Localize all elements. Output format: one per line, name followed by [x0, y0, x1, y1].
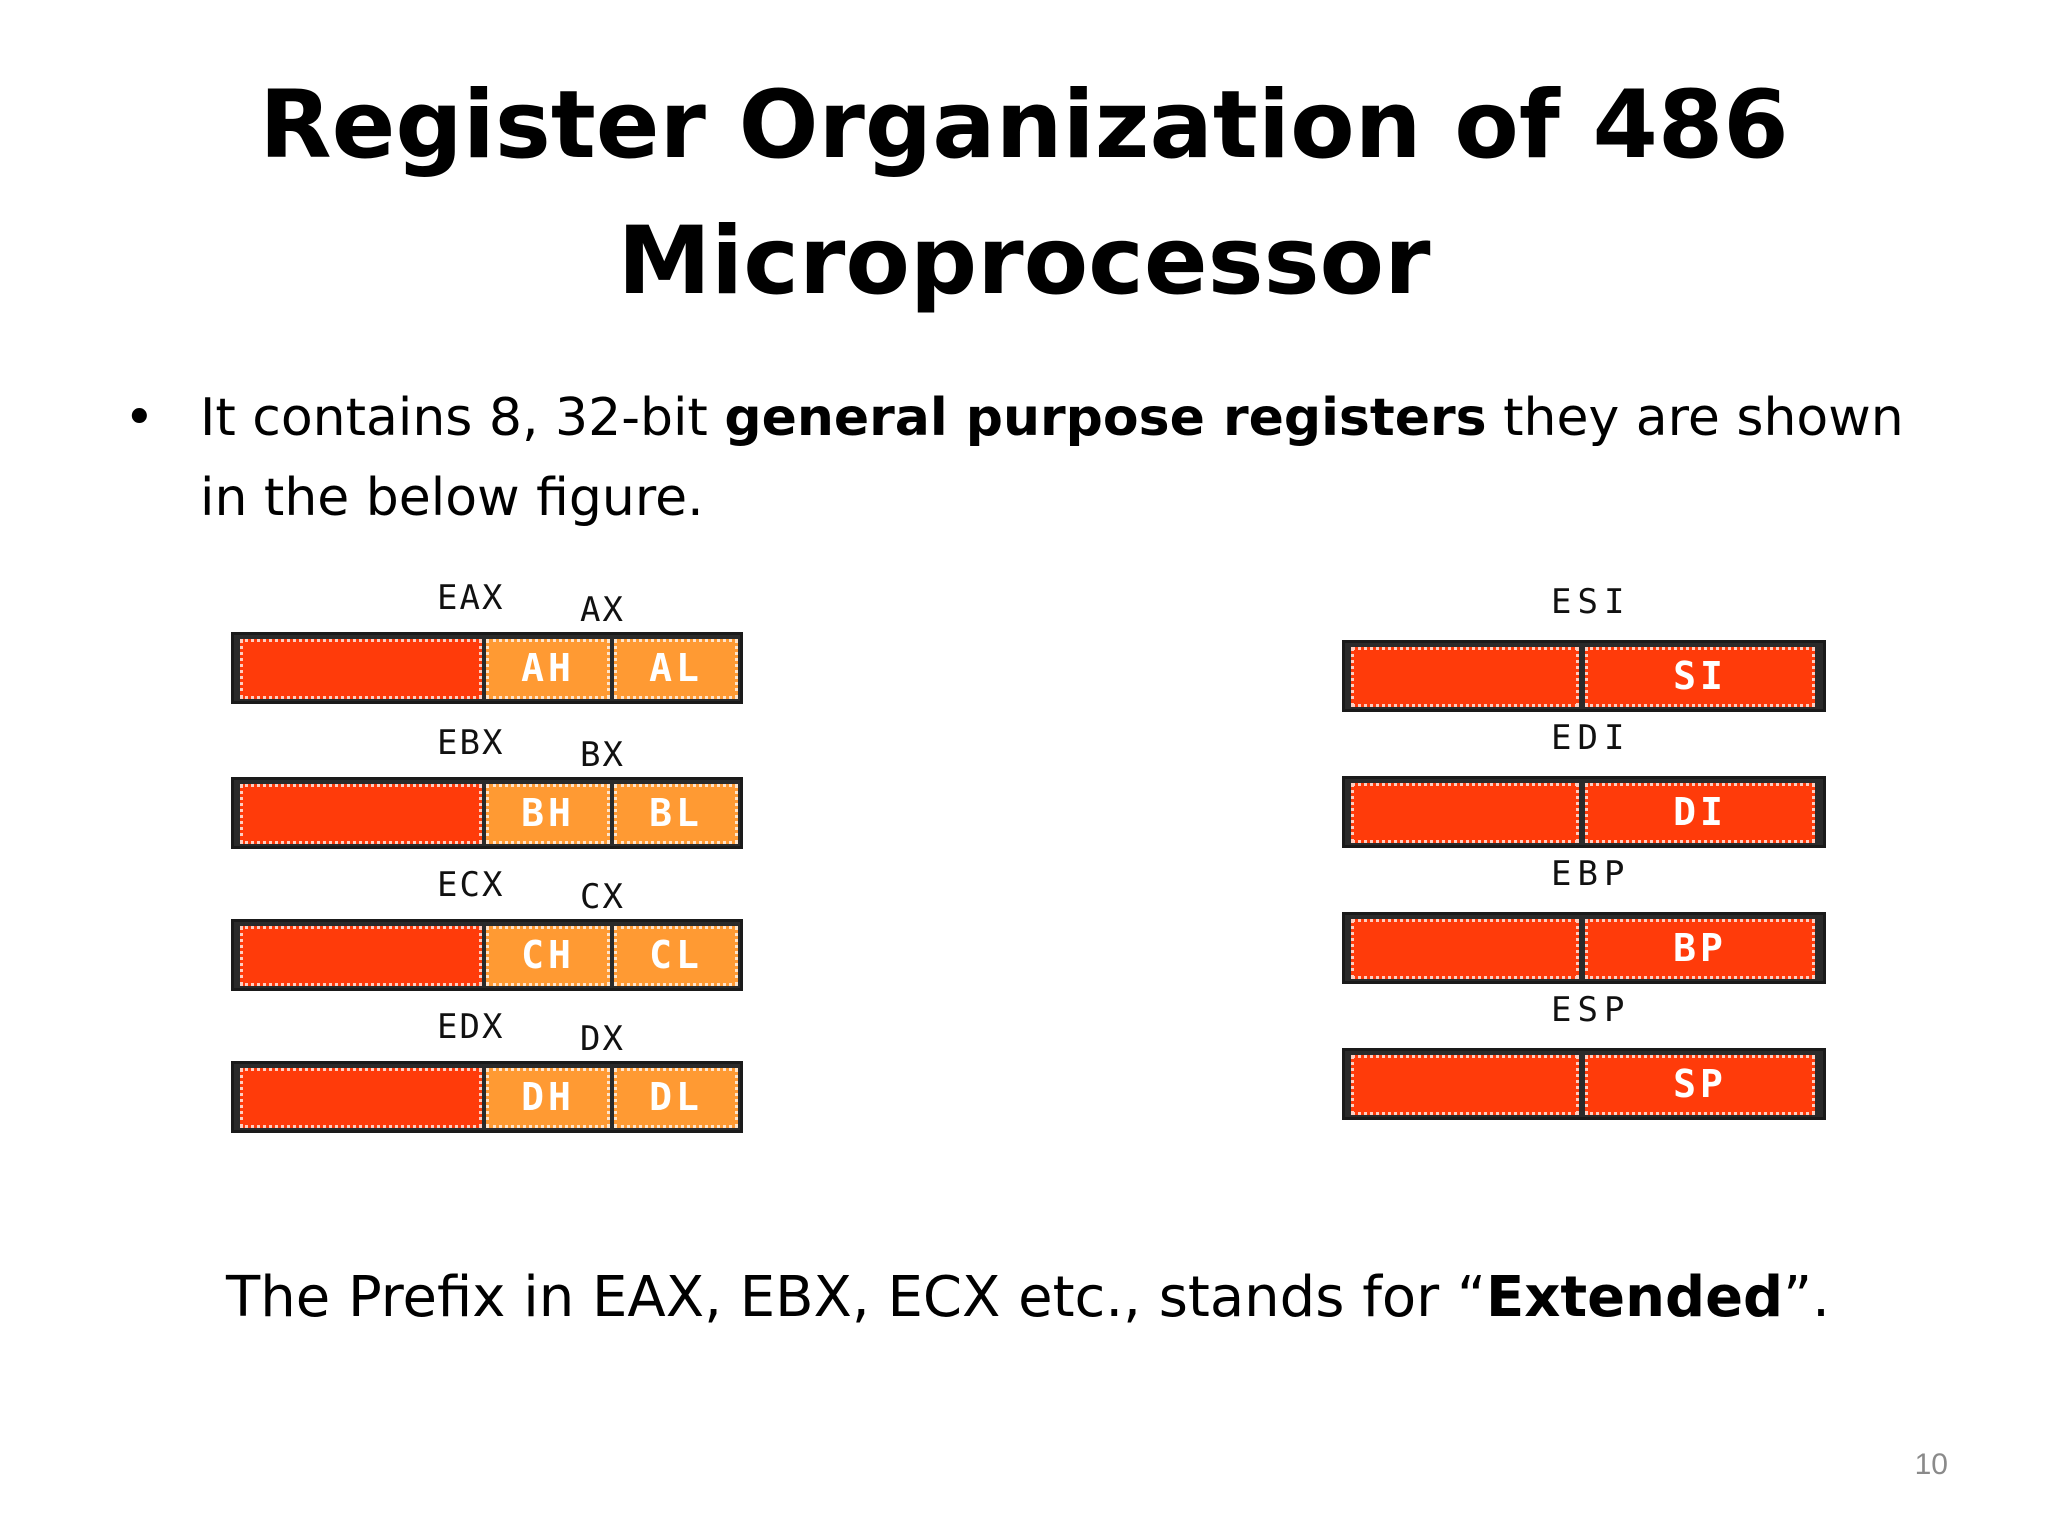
register-name-label: EDX	[437, 1007, 505, 1047]
register-name-label: EBX	[437, 723, 505, 763]
bullet-text-post: they are shown in the below figure.	[200, 388, 1904, 528]
register-upper-half	[1351, 919, 1579, 979]
register-low-byte: DL	[614, 1068, 738, 1128]
prefix-note-pre: The Prefix in EAX, EBX, ECX etc., stands…	[226, 1265, 1486, 1330]
register-lower-half: SP	[1585, 1055, 1815, 1115]
bullet-text-bold: general purpose registers	[724, 388, 1487, 448]
register-sub-label: CX	[580, 877, 625, 917]
register-sub-label: AX	[580, 590, 625, 630]
slide-title: Register Organization of 486 Microproces…	[124, 58, 1924, 330]
register-bar-ebx: BH BL	[231, 777, 743, 849]
register-upper-half	[1351, 1055, 1579, 1115]
bullet-icon: •	[124, 388, 155, 448]
register-bar-edi: DI	[1342, 776, 1826, 848]
register-sub-label: DX	[580, 1019, 625, 1059]
register-low-byte: CL	[614, 926, 738, 986]
prefix-note-bold: Extended	[1486, 1265, 1784, 1330]
register-name-label: EBP	[1551, 854, 1631, 894]
register-name-label: EDI	[1551, 718, 1631, 758]
register-lower-half: DI	[1585, 783, 1815, 843]
register-lower-half: BP	[1585, 919, 1815, 979]
register-upper-half	[240, 926, 482, 986]
register-bar-edx: DH DL	[231, 1061, 743, 1133]
register-high-byte: AH	[486, 639, 610, 699]
register-bar-eax: AH AL	[231, 632, 743, 704]
register-low-byte: AL	[614, 639, 738, 699]
register-low-byte: BL	[614, 784, 738, 844]
register-bar-ebp: BP	[1342, 912, 1826, 984]
register-name-label: EAX	[437, 578, 505, 618]
page-number: 10	[1914, 1448, 1948, 1481]
prefix-note: The Prefix in EAX, EBX, ECX etc., stands…	[226, 1262, 1830, 1334]
register-upper-half	[1351, 783, 1579, 843]
register-lower-half: SI	[1585, 647, 1815, 707]
register-upper-half	[1351, 647, 1579, 707]
register-high-byte: DH	[486, 1068, 610, 1128]
register-name-label: ECX	[437, 865, 505, 905]
register-bar-esp: SP	[1342, 1048, 1826, 1120]
register-upper-half	[240, 1068, 482, 1128]
bullet-text-pre: It contains 8, 32-bit	[200, 388, 725, 448]
prefix-note-post: ”.	[1783, 1265, 1830, 1330]
title-line-1: Register Organization of 486	[259, 71, 1789, 180]
title-line-2: Microprocessor	[617, 207, 1431, 316]
register-bar-ecx: CH CL	[231, 919, 743, 991]
register-name-label: ESI	[1551, 582, 1631, 622]
register-high-byte: BH	[486, 784, 610, 844]
register-bar-esi: SI	[1342, 640, 1826, 712]
register-sub-label: BX	[580, 735, 625, 775]
register-upper-half	[240, 784, 482, 844]
bullet-text: It contains 8, 32-bit general purpose re…	[200, 378, 1960, 538]
register-high-byte: CH	[486, 926, 610, 986]
register-upper-half	[240, 639, 482, 699]
register-name-label: ESP	[1551, 990, 1631, 1030]
